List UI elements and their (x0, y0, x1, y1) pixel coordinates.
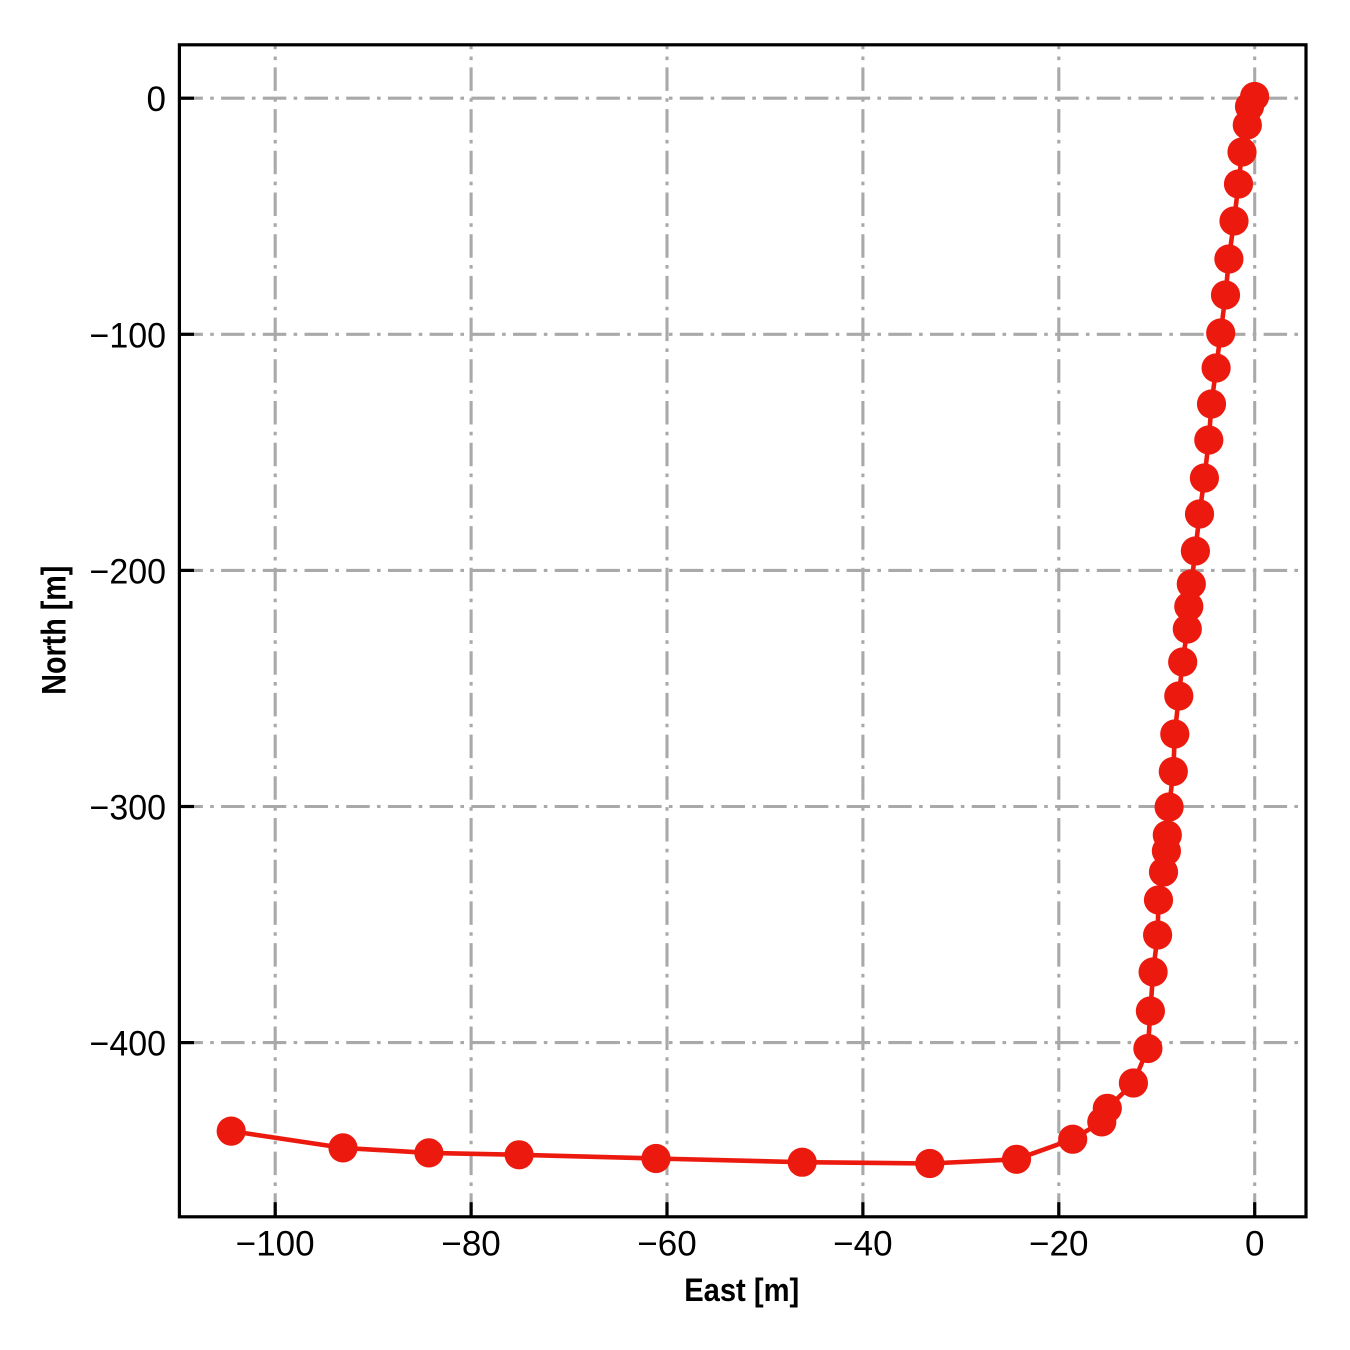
svg-text:−200: −200 (90, 552, 167, 591)
svg-text:East [m]: East [m] (684, 1272, 799, 1308)
svg-text:−100: −100 (90, 316, 167, 355)
svg-text:0: 0 (1245, 1225, 1264, 1264)
svg-text:−80: −80 (441, 1225, 500, 1264)
svg-text:−20: −20 (1029, 1225, 1088, 1264)
svg-text:−100: −100 (236, 1225, 315, 1264)
svg-text:−300: −300 (90, 789, 167, 828)
svg-text:North [m]: North [m] (36, 566, 74, 695)
svg-text:−400: −400 (90, 1025, 167, 1064)
svg-text:0: 0 (147, 80, 166, 119)
svg-text:−60: −60 (637, 1225, 696, 1264)
svg-text:−40: −40 (833, 1225, 892, 1264)
